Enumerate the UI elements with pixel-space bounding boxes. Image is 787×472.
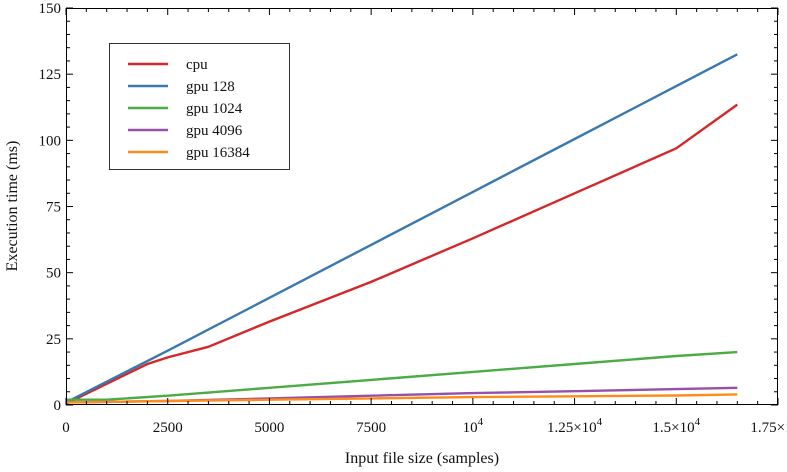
series-layer [65,53,738,405]
legend-label: gpu 128 [186,79,235,95]
y-axis-title: Execution time (ms) [4,141,21,272]
legend-label: gpu 16384 [186,145,250,161]
x-axis-title: Input file size (samples) [345,450,499,467]
y-tick-label: 50 [46,266,61,282]
x-tick-label: 5000 [254,420,284,436]
x-tick-label: 2500 [153,420,183,436]
y-tick-label: 100 [39,133,62,149]
series-line-gpu-1024 [66,350,738,401]
y-tick-label: 150 [39,1,62,17]
legend-label: cpu [186,57,208,73]
y-tick-label: 0 [54,398,62,414]
series-line-gpu-128 [65,53,738,404]
series-line-gpu-16384 [65,393,738,404]
legend-label: gpu 1024 [186,101,243,117]
legend: cpu gpu 128 gpu 1024 gpu 4096 gpu 16384 [109,43,290,170]
x-tick-label: 7500 [356,420,386,436]
x-tick-label: 1.5×104 [652,416,700,436]
legend-label: gpu 4096 [186,123,243,139]
x-tick-label: 1.75×104 [750,416,787,436]
y-tick-label: 25 [46,332,61,348]
x-tick-label: 0 [62,420,70,436]
y-tick-label: 125 [39,67,62,83]
plot-frame [66,8,778,405]
x-tick-label: 104 [463,416,484,436]
series-line-cpu [65,103,738,405]
y-tick-label: 75 [46,200,61,216]
x-tick-label: 1.25×104 [547,416,603,436]
